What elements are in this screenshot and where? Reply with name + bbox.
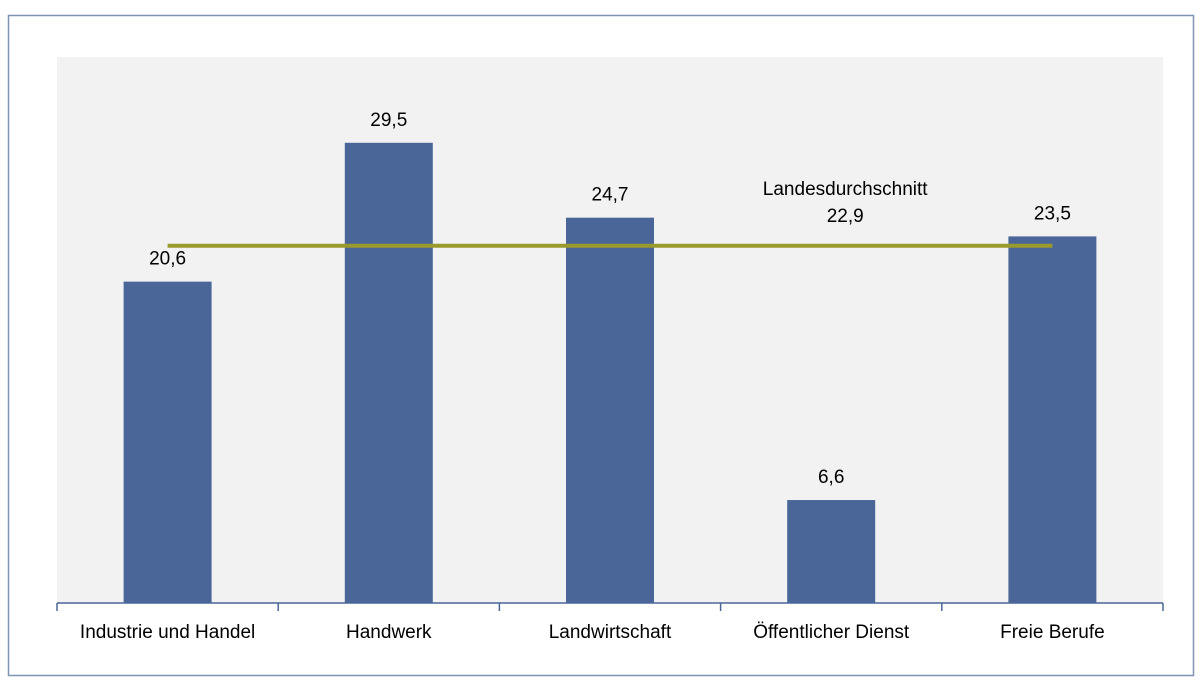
bar [566,217,654,603]
value-label: 6,6 [818,467,844,488]
value-label: 29,5 [370,110,407,131]
bar [344,142,433,604]
x-tick-label: Handwerk [346,622,432,643]
bar [1008,236,1097,603]
bar [123,281,212,603]
value-label: 20,6 [149,249,186,270]
x-tick-label: Öffentlicher Dienst [753,622,910,643]
x-tick-label: Landwirtschaft [549,622,672,643]
x-tick-label: Industrie und Handel [80,622,255,643]
reference-value-label: 22,9 [827,206,864,227]
value-label: 24,7 [592,185,629,206]
value-label: 23,5 [1034,203,1071,224]
bar [787,500,876,603]
x-tick-label: Freie Berufe [1000,622,1105,643]
reference-label: Landesdurchschnitt [763,179,928,200]
